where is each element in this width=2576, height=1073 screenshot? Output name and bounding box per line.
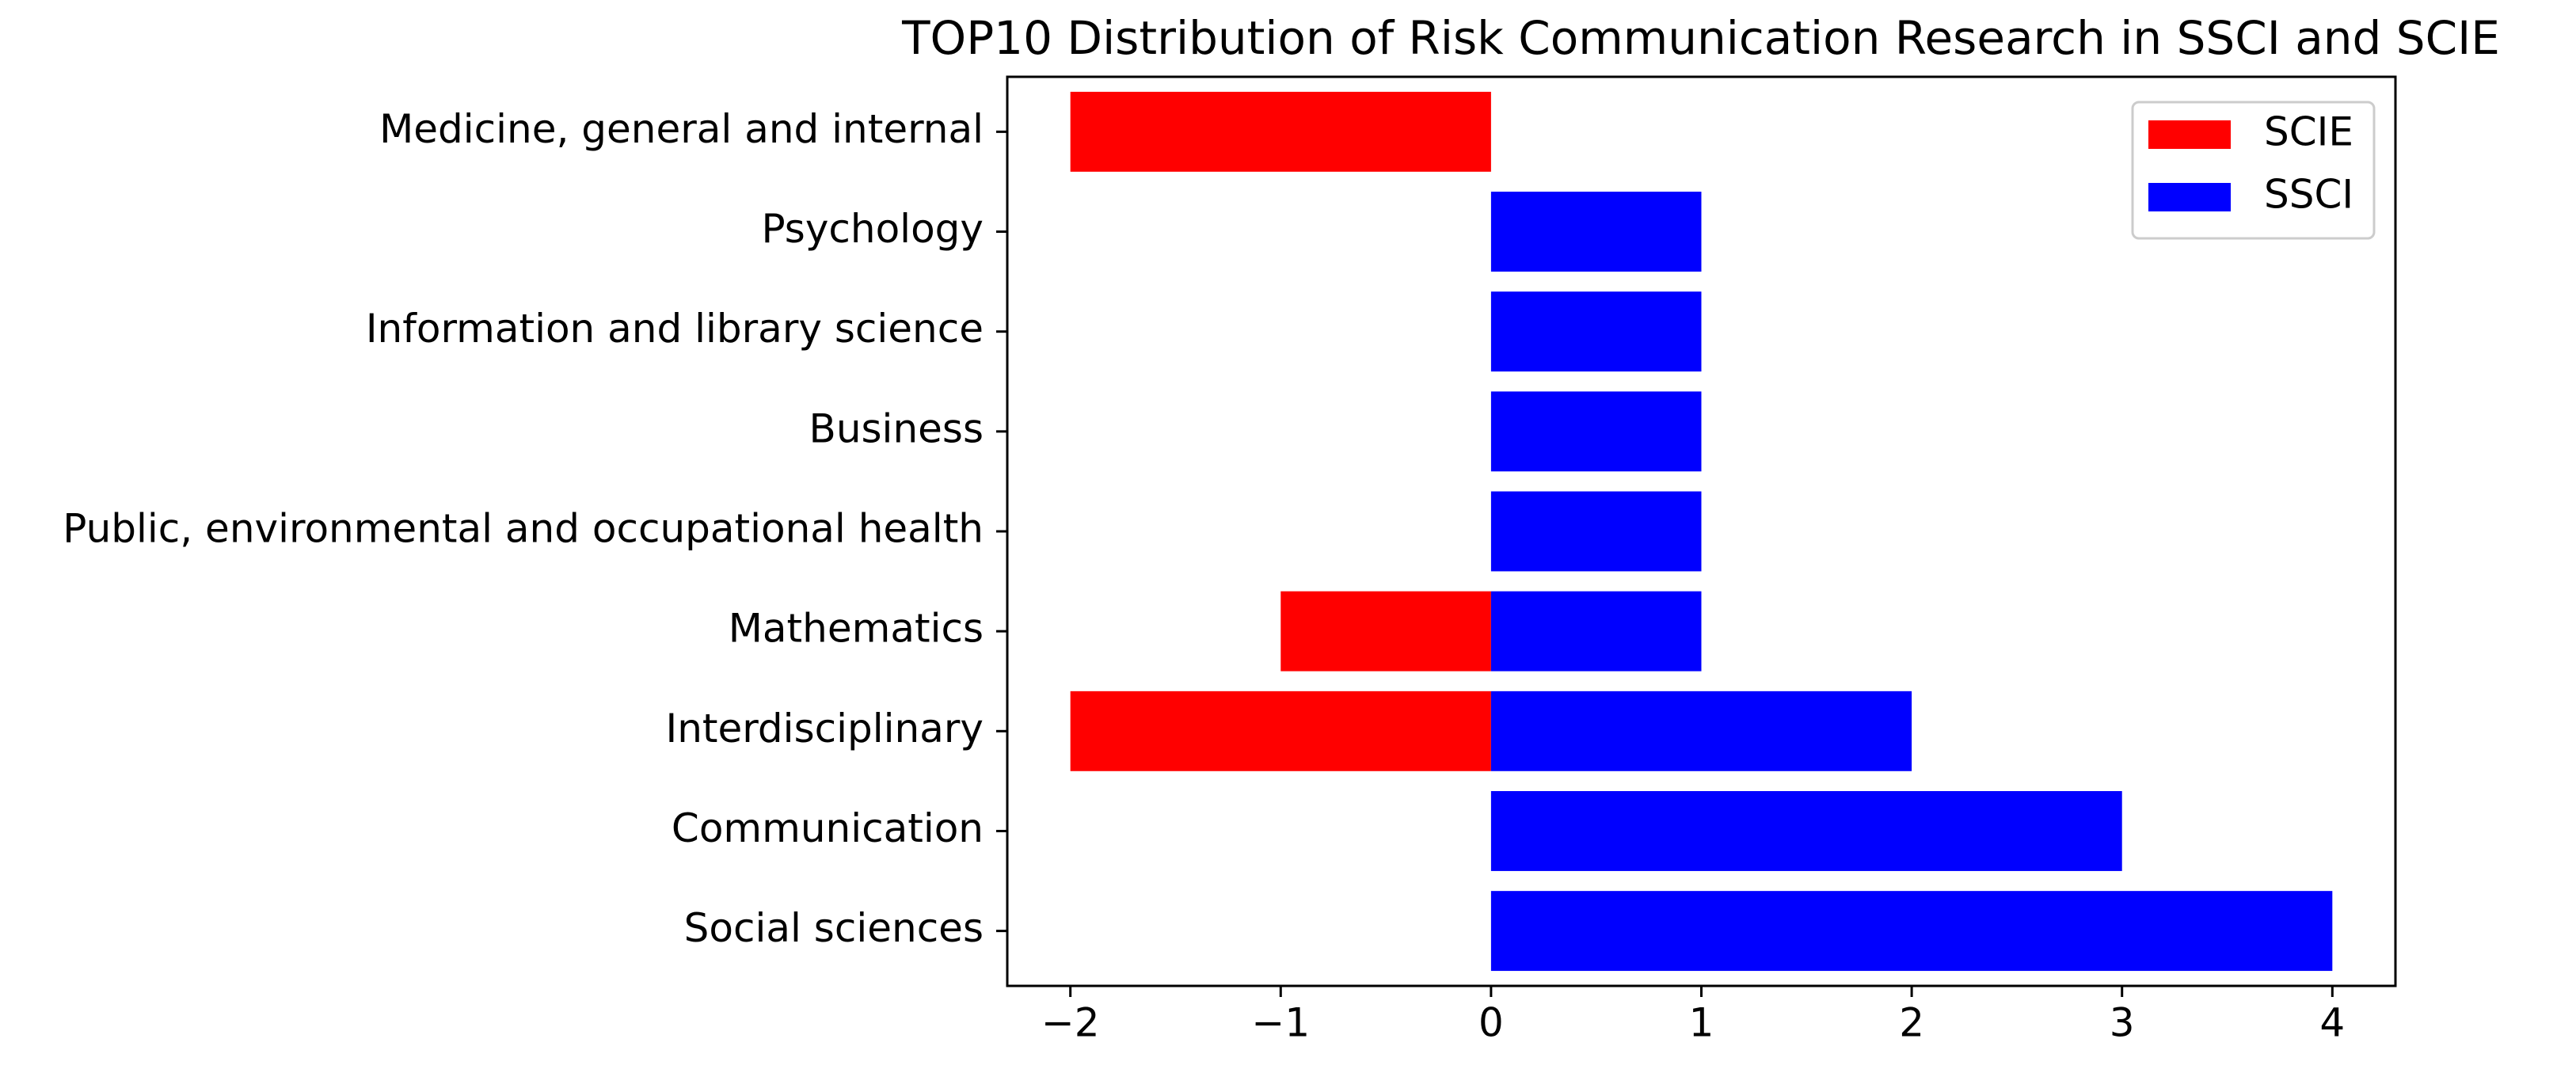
x-tick-label: 1 xyxy=(1689,1000,1714,1046)
x-tick-label: −2 xyxy=(1041,1000,1100,1046)
legend-label: SCIE xyxy=(2264,109,2353,155)
bar xyxy=(1490,891,2333,972)
x-tick-label: 0 xyxy=(1478,1000,1504,1046)
bar xyxy=(1490,691,1912,771)
bar xyxy=(1490,491,1702,572)
y-tick-label: Information and library science xyxy=(366,306,984,352)
y-tick-label: Interdisciplinary xyxy=(665,706,984,751)
bar xyxy=(1070,691,1491,771)
y-tick-label: Public, environmental and occupational h… xyxy=(63,506,984,552)
bar xyxy=(1490,391,1702,472)
bar xyxy=(1070,91,1491,172)
legend-swatch xyxy=(2148,183,2231,211)
plot-frame xyxy=(1006,75,2397,987)
y-tick-label: Communication xyxy=(672,805,984,851)
y-tick-label: Business xyxy=(809,405,984,451)
y-tick-label: Social sciences xyxy=(684,905,984,951)
bar xyxy=(1490,291,1702,372)
y-tick-label: Psychology xyxy=(762,206,984,252)
y-tick-label: Medicine, general and internal xyxy=(379,106,984,152)
bar xyxy=(1490,791,2122,871)
bar xyxy=(1490,192,1702,272)
legend-label: SSCI xyxy=(2264,172,2353,218)
legend-swatch xyxy=(2148,120,2231,149)
x-tick-label: 3 xyxy=(2110,1000,2135,1046)
bar xyxy=(1280,591,1491,672)
x-tick-label: 2 xyxy=(1899,1000,1924,1046)
x-tick-label: −1 xyxy=(1251,1000,1310,1046)
y-tick-label: Mathematics xyxy=(729,606,984,652)
x-tick-label: 4 xyxy=(2319,1000,2345,1046)
bar xyxy=(1490,591,1702,672)
chart-title: TOP10 Distribution of Risk Communication… xyxy=(901,11,2500,65)
